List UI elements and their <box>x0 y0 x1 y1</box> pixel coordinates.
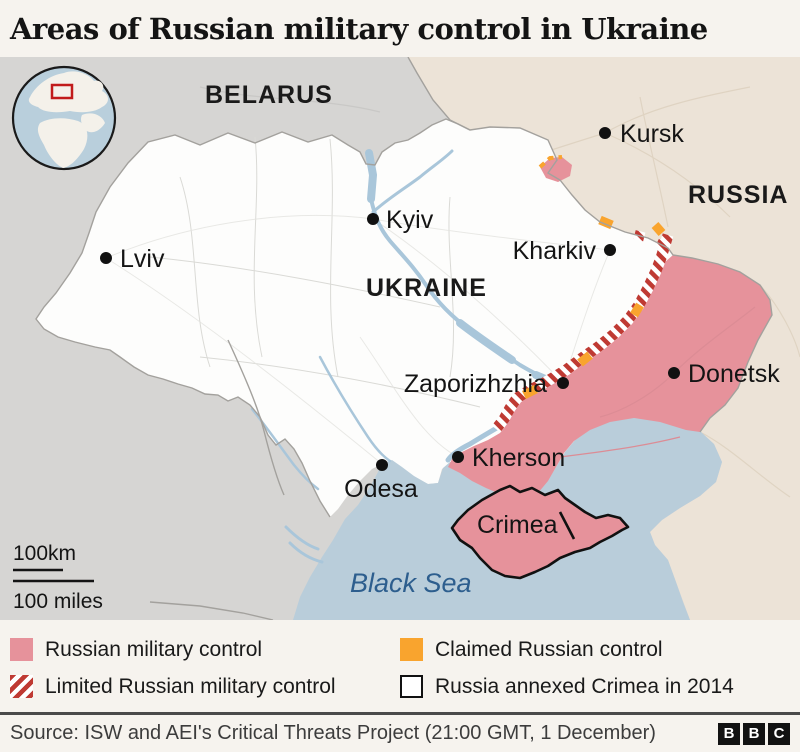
country-borders <box>35 56 773 621</box>
kursk-pocket-claimed-edge <box>538 155 563 169</box>
globe-inset <box>11 65 117 171</box>
bbc-logo-letter: B <box>743 722 765 745</box>
ukraine-roads <box>105 215 611 465</box>
scale-miles-label: 100 miles <box>13 590 103 613</box>
scale-bar: 100km 100 miles <box>13 542 103 613</box>
city-dots <box>100 127 680 471</box>
city-dot-odesa <box>376 459 388 471</box>
city-label-zaporizhzhia: Zaporizhzhia <box>404 370 547 398</box>
ukraine-oblast-borders <box>149 136 481 408</box>
city-label-kherson: Kherson <box>472 444 565 472</box>
header: Areas of Russian military control in Ukr… <box>0 0 800 57</box>
kursk-pocket <box>540 157 572 182</box>
city-dot-kyiv <box>367 213 379 225</box>
legend-item-crimea-annexed: Russia annexed Crimea in 2014 <box>400 675 790 699</box>
bbc-logo-letter: B <box>718 722 740 745</box>
city-label-donetsk: Donetsk <box>688 360 780 388</box>
source-text: Source: ISW and AEI's Critical Threats P… <box>10 722 656 744</box>
city-dot-kherson <box>452 451 464 463</box>
city-label-kharkiv: Kharkiv <box>513 237 597 265</box>
legend-swatch-claimed-control <box>400 638 423 661</box>
city-label-kyiv: Kyiv <box>386 206 434 234</box>
page-title: Areas of Russian military control in Ukr… <box>10 11 708 46</box>
legend-swatch-russian-control <box>10 638 33 661</box>
legend-label-limited-control: Limited Russian military control <box>45 674 336 698</box>
city-dot-kursk <box>599 127 611 139</box>
legend-label-claimed-control: Claimed Russian control <box>435 637 663 661</box>
country-label-ukraine: UKRAINE <box>366 274 487 302</box>
legend-item-russian-control: Russian military control <box>10 638 400 662</box>
belarus-road <box>199 86 381 113</box>
map-svg: 100km 100 miles BELARUS RUSSIA UKRAINE K… <box>0 56 800 621</box>
crimea-region <box>450 484 630 580</box>
city-dot-donetsk <box>668 367 680 379</box>
crimea-leader-line <box>558 511 576 540</box>
legend-label-russian-control: Russian military control <box>45 637 263 661</box>
city-dot-kharkiv <box>604 244 616 256</box>
map: 100km 100 miles BELARUS RUSSIA UKRAINE K… <box>0 56 800 621</box>
country-label-russia: RUSSIA <box>688 181 788 209</box>
legend: Russian military control Claimed Russian… <box>0 620 800 712</box>
occupied-roads <box>559 306 756 458</box>
footer: Source: ISW and AEI's Critical Threats P… <box>0 712 800 752</box>
bbc-logo: B B C <box>718 722 790 745</box>
city-dot-lviv <box>100 252 112 264</box>
globe-continents <box>28 71 109 168</box>
country-label-belarus: BELARUS <box>205 81 333 109</box>
russia-region <box>408 57 800 620</box>
legend-item-limited-control: Limited Russian military control <box>10 675 400 699</box>
legend-item-claimed-control: Claimed Russian control <box>400 638 790 662</box>
globe-highlight-box <box>50 83 74 100</box>
claimed-control-segments <box>521 215 666 400</box>
legend-swatch-crimea-annexed <box>400 675 423 698</box>
legend-swatch-limited-control <box>10 675 33 698</box>
bbc-logo-letter: C <box>768 722 790 745</box>
region-label-crimea: Crimea <box>477 511 558 539</box>
russian-control-area <box>448 255 772 499</box>
water-label-black-sea: Black Sea <box>350 568 472 598</box>
legend-label-crimea-annexed: Russia annexed Crimea in 2014 <box>435 674 734 698</box>
city-label-kursk: Kursk <box>620 120 684 148</box>
city-label-lviv: Lviv <box>120 245 165 273</box>
city-label-odesa: Odesa <box>344 475 418 503</box>
city-dot-zaporizhzhia <box>557 377 569 389</box>
scale-km-label: 100km <box>13 542 76 565</box>
